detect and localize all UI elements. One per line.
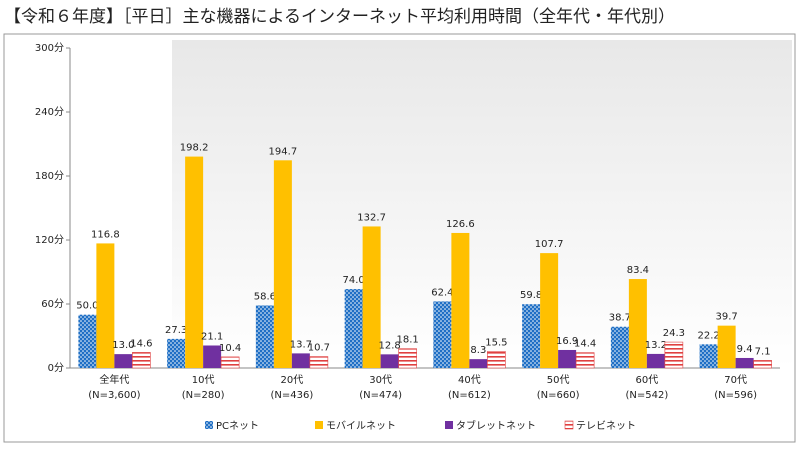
value-label: 13.7 [290, 339, 312, 350]
value-label: 58.6 [254, 291, 276, 302]
bar [610, 326, 629, 368]
bar [575, 352, 595, 369]
bar [114, 354, 133, 368]
value-label: 15.5 [485, 337, 507, 348]
value-label: 10.4 [219, 343, 241, 354]
bar [167, 338, 186, 368]
value-label: 198.2 [180, 143, 209, 154]
x-tick-label: 全年代 [99, 373, 129, 386]
value-label: 24.3 [663, 328, 685, 339]
value-label: 27.3 [165, 325, 187, 336]
y-tick-label: 240分 [35, 106, 64, 118]
bar [255, 305, 274, 368]
x-tick-label: (N=612) [448, 390, 491, 401]
value-label: 50.0 [76, 301, 98, 312]
bar [380, 354, 399, 368]
x-tick-label: 70代 [724, 374, 747, 386]
value-label: 18.1 [396, 335, 418, 346]
bar [699, 344, 718, 368]
value-label: 7.1 [755, 346, 771, 357]
bar [469, 359, 488, 368]
bar [628, 279, 647, 368]
bar [273, 160, 292, 368]
value-label: 22.2 [697, 330, 719, 341]
bar [203, 345, 222, 368]
y-tick-label: 120分 [35, 234, 64, 246]
x-tick-label: (N=542) [626, 390, 669, 401]
bar [185, 156, 204, 368]
bar [220, 356, 240, 369]
chart-title: 【令和６年度】［平日］主な機器によるインターネット平均利用時間（全年代・年代別） [4, 7, 675, 27]
bar [291, 353, 310, 368]
value-label: 126.6 [446, 219, 475, 230]
value-label: 16.9 [556, 336, 578, 347]
value-label: 13.0 [112, 340, 134, 351]
bar [78, 314, 97, 368]
bar [96, 243, 115, 368]
bar [735, 357, 754, 368]
legend-swatch [445, 421, 453, 429]
bar [522, 304, 541, 368]
value-label: 14.6 [130, 338, 152, 349]
x-tick-label: 20代 [281, 374, 304, 386]
legend-label: PCネット [216, 420, 259, 432]
x-tick-label: (N=436) [271, 390, 314, 401]
bar [451, 232, 470, 368]
value-label: 21.1 [201, 331, 223, 342]
chart-frame [3, 33, 796, 443]
value-label: 38.7 [609, 313, 631, 324]
value-label: 107.7 [535, 239, 564, 250]
bar [664, 341, 684, 369]
x-tick-label: 40代 [458, 374, 481, 386]
bar [132, 352, 151, 369]
legend-label: タブレットネット [456, 419, 536, 432]
x-tick-label: (N=3,600) [88, 390, 140, 401]
y-tick-label: 180分 [35, 170, 64, 182]
value-label: 9.4 [737, 344, 753, 355]
value-label: 8.3 [470, 345, 486, 356]
bar [646, 353, 665, 368]
legend-label: モバイルネット [326, 420, 396, 432]
bar [309, 356, 329, 369]
bar [540, 253, 559, 368]
value-label: 39.7 [715, 312, 737, 323]
x-tick-label: (N=596) [714, 390, 757, 401]
value-label: 116.8 [91, 229, 120, 240]
x-tick-label: (N=280) [182, 390, 225, 401]
legend-swatch [564, 420, 574, 430]
value-label: 12.8 [378, 340, 400, 351]
bar [362, 226, 381, 368]
bar [433, 301, 452, 368]
value-label: 62.4 [431, 287, 453, 298]
x-tick-label: (N=474) [359, 390, 402, 401]
bar [558, 349, 577, 368]
bar [753, 360, 772, 369]
legend-swatch [315, 421, 323, 429]
x-tick-label: 60代 [636, 374, 659, 386]
x-tick-label: 10代 [192, 374, 215, 386]
x-tick-label: 30代 [369, 374, 392, 386]
value-label: 74.0 [342, 275, 364, 286]
y-tick-label: 60分 [41, 298, 64, 310]
y-tick-label: 0分 [48, 362, 64, 374]
legend-swatch [205, 421, 213, 429]
bar [487, 351, 506, 369]
bar [398, 348, 417, 369]
value-label: 13.2 [645, 340, 667, 351]
value-label: 10.7 [308, 343, 330, 354]
value-label: 59.8 [520, 290, 542, 301]
value-label: 14.4 [574, 339, 596, 350]
y-tick-label: 300分 [35, 42, 64, 54]
x-tick-label: 50代 [547, 374, 570, 386]
value-label: 132.7 [357, 212, 386, 223]
bar [717, 325, 736, 368]
value-label: 194.7 [269, 146, 298, 157]
legend-label: テレビネット [576, 420, 636, 432]
x-tick-label: (N=660) [537, 390, 580, 401]
value-label: 83.4 [627, 265, 649, 276]
bar [344, 289, 363, 368]
